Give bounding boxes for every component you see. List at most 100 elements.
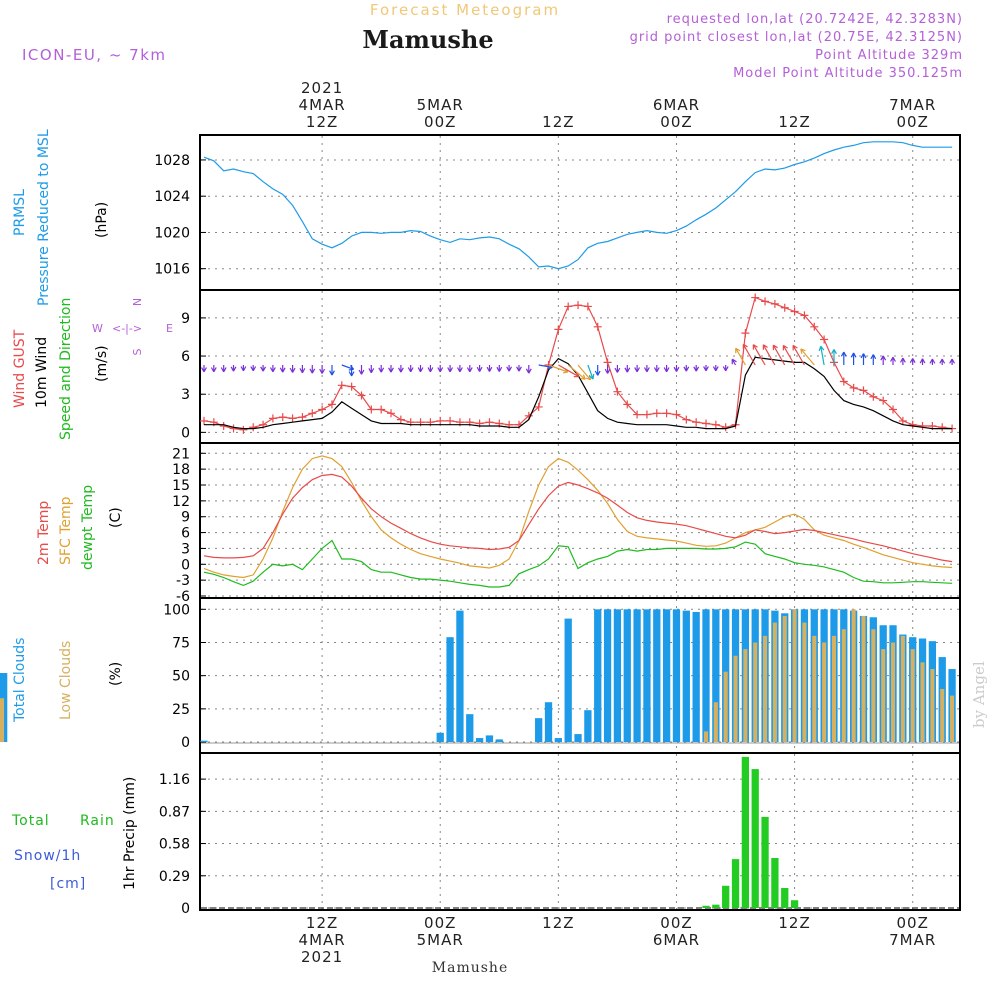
precip-rain-label-b: Rain: [80, 813, 115, 829]
total-cloud-bar: [564, 618, 572, 743]
wind-direction-arrow: [587, 364, 595, 380]
bottom-hour-label: 12Z: [306, 914, 338, 932]
gust-marker: [918, 422, 927, 431]
low-cloud-bar: [713, 702, 718, 743]
total-cloud-bar: [682, 610, 690, 743]
wind-direction-arrow: [712, 365, 719, 372]
y-tick-label: 1020: [154, 225, 190, 241]
wind-direction-arrow: [939, 358, 946, 365]
total-cloud-bar: [712, 609, 720, 743]
model-label: ICON-EU, ~ 7km: [22, 46, 167, 64]
low-cloud-bar: [703, 731, 709, 743]
gust-marker: [810, 322, 819, 331]
wind-10m-label: 10m Wind: [34, 337, 50, 408]
y-tick-label: 0: [181, 425, 190, 441]
y-tick-label: 0: [181, 901, 190, 917]
gust-marker: [741, 329, 750, 338]
wind-direction-arrow: [240, 365, 247, 372]
wind-direction-arrow: [624, 365, 631, 373]
total-cloud-bar: [653, 609, 661, 743]
wind-direction-arrow: [840, 351, 847, 365]
wind-direction-arrow: [368, 365, 375, 374]
total-cloud-bar: [574, 734, 582, 743]
low-cloud-bar: [812, 635, 817, 743]
precip-rain-label-a: Total: [11, 813, 50, 829]
low-cloud-bar: [792, 609, 797, 743]
y-tick-label: 6: [181, 349, 190, 365]
low-cloud-bar: [861, 615, 866, 743]
wind-direction-arrow: [634, 365, 641, 373]
wind-direction-arrow: [437, 365, 444, 373]
gust-marker: [849, 383, 858, 392]
y-tick-label: 9: [181, 510, 190, 526]
wind-direction-arrow: [388, 365, 394, 373]
wind-dir-label: Speed and Direction: [58, 298, 74, 440]
bottom-date-label: 5MAR: [417, 931, 464, 949]
gust-marker: [702, 419, 710, 428]
top-hour-label: 00Z: [424, 113, 456, 131]
y-tick-label: 21: [172, 446, 190, 462]
gust-marker: [879, 396, 888, 405]
pressure-line: [203, 141, 953, 270]
clouds-low-label: Low Clouds: [58, 641, 74, 720]
gust-marker: [938, 423, 947, 432]
y-tick-label: 1024: [154, 189, 190, 205]
wind-gust-label: Wind GUST: [12, 329, 28, 408]
wind-unit: (m/s): [94, 345, 110, 382]
gust-marker: [889, 405, 898, 414]
gust-marker: [377, 405, 386, 414]
gust-marker: [327, 400, 336, 409]
wind-direction-arrow: [762, 344, 776, 366]
wind-direction-arrow: [567, 364, 586, 380]
wind-direction-arrow: [594, 365, 601, 376]
wind-direction-arrow: [818, 345, 825, 366]
y-tick-label: 6: [181, 526, 190, 542]
total-cloud-bar: [603, 609, 612, 743]
low-cloud-bar: [802, 622, 807, 743]
total-cloud-bar: [475, 738, 484, 743]
gust-marker: [288, 414, 297, 423]
gust-marker: [780, 303, 789, 312]
y-tick-label: 3: [181, 541, 190, 557]
y-tick-label: 0.87: [159, 804, 190, 820]
wind-direction-arrow: [742, 343, 756, 366]
wind-direction-arrow: [752, 344, 766, 366]
model-altitude: Model Point Altitude 350.125m: [733, 66, 963, 81]
wind-direction-arrow: [800, 348, 815, 366]
rain-bar: [761, 816, 769, 908]
wind-direction-arrow: [250, 365, 257, 372]
wind-direction-arrow: [860, 353, 867, 365]
low-cloud-bar: [950, 695, 955, 743]
total-cloud-bar: [613, 609, 622, 743]
y-tick-label: 1.16: [159, 772, 190, 788]
low-cloud-bar: [753, 642, 758, 743]
wind-direction-arrow: [653, 365, 660, 373]
tick-labels: 10161020102410280369-6-30369121518210255…: [154, 79, 935, 966]
precip-snow-label: Snow/1h: [14, 848, 81, 864]
wind-direction-arrow: [614, 365, 621, 373]
wind-direction-arrow: [831, 349, 837, 365]
wind-direction-arrow: [201, 365, 207, 373]
wind-direction-arrow: [220, 365, 227, 373]
wind-direction-arrow: [358, 365, 365, 375]
top-hour-label: 12Z: [542, 113, 574, 131]
wind-direction-arrow: [397, 365, 404, 373]
gust-marker: [790, 307, 799, 316]
total-cloud-bar: [466, 714, 474, 743]
wind-speed-line: [204, 356, 953, 430]
compass-w: W: [92, 322, 103, 335]
low-cloud-bar: [782, 615, 787, 743]
rain-bar: [751, 769, 759, 908]
wind-direction-arrow: [722, 365, 729, 372]
gust-marker: [770, 299, 779, 308]
t2m-line: [203, 473, 953, 563]
wind-direction-arrow: [407, 365, 414, 373]
total-cloud-bar: [485, 735, 494, 743]
gust-marker: [574, 301, 583, 310]
gust-marker: [318, 405, 327, 414]
wind-direction-arrow: [506, 365, 513, 372]
low-cloud-bar: [763, 635, 768, 743]
top-hour-label: 12Z: [306, 113, 338, 131]
total-cloud-bar: [692, 611, 700, 743]
temp-sfc-label: SFC Temp: [58, 496, 74, 565]
